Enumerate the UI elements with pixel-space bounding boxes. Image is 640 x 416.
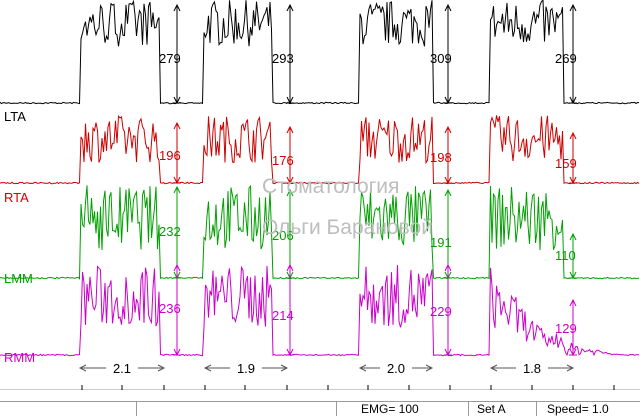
amplitude-value-rta: 176 xyxy=(272,153,294,168)
watermark-line-1: Стоматология xyxy=(262,175,399,198)
interval-arrow-right xyxy=(425,364,434,372)
amplitude-arrow-up xyxy=(569,232,577,241)
amplitude-arrow-up xyxy=(173,185,181,194)
amplitude-arrow-up xyxy=(444,188,452,197)
interval-arrow-left xyxy=(78,364,87,372)
time-tick-label: 0:06 xyxy=(275,388,299,390)
time-tick-label: 0:07 xyxy=(316,388,340,390)
amplitude-arrow-up xyxy=(286,263,294,272)
interval-arrow-right xyxy=(280,364,289,372)
amplitude-value-rta: 198 xyxy=(430,150,452,165)
interval-value: 1.8 xyxy=(523,361,541,376)
time-tick-label: 0:11 xyxy=(480,388,503,390)
time-tick-label: 0:13 xyxy=(561,388,585,390)
marker-layer: 279 293 309 269 196 176 198 159 232 206 191 110 236 2… xyxy=(78,3,577,376)
interval-arrow-left xyxy=(489,364,498,372)
interval-label-bg xyxy=(106,360,138,375)
amplitude-value-rta: 196 xyxy=(159,148,181,163)
amplitude-arrow-up xyxy=(569,3,577,12)
interval-arrow-right xyxy=(566,364,575,372)
trace-lmm xyxy=(0,184,640,280)
trace-rmm xyxy=(0,265,640,357)
time-tick-label: 0:03 xyxy=(152,388,176,390)
time-tick-label: 0:01 xyxy=(70,388,94,390)
watermark-line-2: Ольги Барановой xyxy=(262,216,433,239)
amplitude-value-rmm: 214 xyxy=(272,308,294,323)
trace-rta xyxy=(0,115,640,185)
amplitude-value-lta: 293 xyxy=(272,51,294,66)
amplitude-value-lmm: 191 xyxy=(430,235,452,250)
time-tick-label: 0:14 xyxy=(602,388,626,390)
amplitude-value-rmm: 236 xyxy=(159,301,181,316)
channel-label-lmm: LMM xyxy=(4,271,33,286)
interval-value: 1.9 xyxy=(237,361,255,376)
time-tick-label: 0:09 xyxy=(397,388,421,390)
interval-label-bg xyxy=(516,360,548,375)
interval-arrow-right xyxy=(157,364,166,372)
label-layer: LTA RTA LMM RMM xyxy=(4,109,35,365)
status-set: Set A xyxy=(469,402,537,416)
time-axis-label: Time xyxy=(2,388,29,390)
amplitude-arrow-up xyxy=(286,188,294,197)
amplitude-value-lmm: 206 xyxy=(272,228,294,243)
amplitude-arrow-up xyxy=(444,125,452,134)
channel-label-rmm: RMM xyxy=(4,350,35,365)
time-axis: Time 0:01 0:02 0:03 0:04 0:05 0:06 0:07 0:08 0:09… xyxy=(2,388,626,390)
amplitude-value-lmm: 232 xyxy=(159,224,181,239)
status-bar: EMG= 100 Set A Speed= 1.0 xyxy=(0,401,640,416)
amplitude-arrow-up xyxy=(286,3,294,12)
interval-value: 2.0 xyxy=(387,361,405,376)
amplitude-value-lta: 309 xyxy=(430,51,452,66)
grid-layer xyxy=(0,385,640,390)
time-tick-label: 0:04 xyxy=(193,388,217,390)
status-field-1 xyxy=(0,402,137,416)
amplitude-arrow-up xyxy=(173,121,181,130)
amplitude-arrow-up xyxy=(173,263,181,272)
time-tick-label: 0:12 xyxy=(520,388,544,390)
interval-arrow-left xyxy=(358,364,367,372)
amplitude-arrow-up xyxy=(569,298,577,307)
interval-value: 2.1 xyxy=(113,361,131,376)
amplitude-value-rmm: 129 xyxy=(555,321,577,336)
time-tick-label: 0:05 xyxy=(233,388,257,390)
amplitude-arrow-up xyxy=(286,125,294,134)
status-emg-gain: EMG= 100 xyxy=(337,402,469,416)
amplitude-arrow-up xyxy=(444,263,452,272)
time-tick-label: 0:08 xyxy=(356,388,380,390)
interval-label-bg xyxy=(230,360,262,375)
amplitude-arrow-up xyxy=(444,3,452,12)
channel-label-rta: RTA xyxy=(4,190,29,205)
status-field-2 xyxy=(137,402,337,416)
status-speed: Speed= 1.0 xyxy=(547,402,609,416)
amplitude-value-rmm: 229 xyxy=(430,304,452,319)
amplitude-arrow-up xyxy=(173,3,181,12)
trace-layer xyxy=(0,0,640,357)
amplitude-value-lta: 279 xyxy=(159,51,181,66)
time-tick-label: 0:02 xyxy=(110,388,134,390)
amplitude-arrow-up xyxy=(569,131,577,140)
amplitude-value-rta: 159 xyxy=(555,156,577,171)
channel-label-lta: LTA xyxy=(4,109,26,124)
amplitude-value-lta: 269 xyxy=(555,51,577,66)
interval-arrow-left xyxy=(203,364,212,372)
amplitude-value-lmm: 110 xyxy=(555,248,576,263)
interval-label-bg xyxy=(380,360,412,375)
trace-lta xyxy=(0,0,640,105)
time-tick-label: 0:10 xyxy=(438,388,462,390)
emg-trace-view: 279 293 309 269 196 176 198 159 232 206 191 110 236 2… xyxy=(0,0,640,390)
watermark: Стоматология Ольги Барановой xyxy=(262,175,433,239)
